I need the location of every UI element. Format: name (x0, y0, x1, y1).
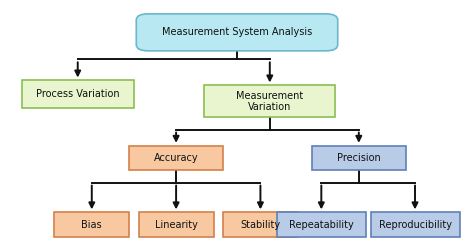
FancyBboxPatch shape (277, 212, 366, 237)
Text: Reproducibility: Reproducibility (379, 219, 452, 230)
FancyBboxPatch shape (204, 85, 336, 117)
FancyBboxPatch shape (137, 14, 337, 51)
Text: Bias: Bias (82, 219, 102, 230)
Text: Stability: Stability (240, 219, 281, 230)
FancyBboxPatch shape (21, 80, 134, 108)
Text: Accuracy: Accuracy (154, 153, 199, 163)
FancyBboxPatch shape (55, 212, 129, 237)
Text: Process Variation: Process Variation (36, 89, 119, 99)
FancyBboxPatch shape (371, 212, 459, 237)
Text: Measurement System Analysis: Measurement System Analysis (162, 27, 312, 37)
Text: Precision: Precision (337, 153, 381, 163)
FancyBboxPatch shape (223, 212, 298, 237)
FancyBboxPatch shape (138, 212, 214, 237)
Text: Linearity: Linearity (155, 219, 198, 230)
Text: Measurement
Variation: Measurement Variation (236, 90, 303, 112)
FancyBboxPatch shape (129, 146, 223, 170)
FancyBboxPatch shape (312, 146, 406, 170)
Text: Repeatability: Repeatability (289, 219, 354, 230)
